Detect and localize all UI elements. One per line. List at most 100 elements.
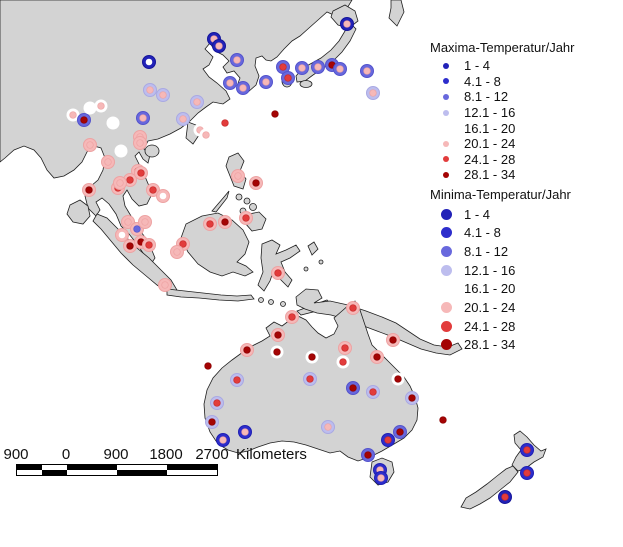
station-dot[interactable] [311, 60, 325, 74]
station-dot[interactable] [138, 215, 152, 229]
station-dot[interactable] [386, 333, 400, 347]
maxima-dot [308, 353, 316, 361]
station-dot[interactable] [230, 53, 244, 67]
maxima-dot [208, 418, 216, 426]
station-dot[interactable] [259, 75, 273, 89]
station-dot[interactable] [305, 350, 319, 364]
station-dot[interactable] [210, 396, 224, 410]
station-dot[interactable] [223, 76, 237, 90]
station-dot[interactable] [340, 17, 354, 31]
station-dot[interactable] [156, 189, 170, 203]
station-dot[interactable] [218, 116, 232, 130]
maxima-dot [213, 399, 221, 407]
station-dot[interactable] [346, 381, 360, 395]
legend-dot-icon [440, 227, 452, 239]
station-dot[interactable] [366, 86, 380, 100]
station-dot[interactable] [346, 301, 360, 315]
station-dot[interactable] [360, 64, 374, 78]
station-dot[interactable] [249, 176, 263, 190]
station-dot[interactable] [230, 373, 244, 387]
legend-dot-cell [428, 125, 464, 132]
station-dot[interactable] [333, 62, 347, 76]
station-dot[interactable] [271, 266, 285, 280]
station-dot[interactable] [336, 355, 350, 369]
station-dot[interactable] [170, 245, 184, 259]
station-dot[interactable] [143, 83, 157, 97]
station-dot[interactable] [115, 228, 129, 242]
station-dot[interactable] [281, 71, 295, 85]
legend-minima-rows: 1 - 4 4.1 - 8 8.1 - 12 12.1 - 16 16.1 - 20 20… [428, 205, 623, 355]
station-dot[interactable] [236, 81, 250, 95]
station-dot[interactable] [82, 183, 96, 197]
station-dot[interactable] [405, 391, 419, 405]
station-dot[interactable] [393, 425, 407, 439]
station-dot[interactable] [114, 144, 128, 158]
station-dot[interactable] [142, 55, 156, 69]
station-dot[interactable] [391, 372, 405, 386]
maxima-dot [324, 423, 332, 431]
station-dot[interactable] [270, 345, 284, 359]
station-dot[interactable] [381, 433, 395, 447]
station-dot[interactable] [374, 471, 388, 485]
station-dot[interactable] [216, 433, 230, 447]
station-dot[interactable] [190, 95, 204, 109]
station-dot[interactable] [231, 169, 245, 183]
maxima-dot [133, 225, 141, 233]
station-dot[interactable] [101, 155, 115, 169]
station-dot[interactable] [240, 343, 254, 357]
station-dot[interactable] [295, 61, 309, 75]
maxima-dot [80, 116, 88, 124]
maxima-dot [219, 436, 227, 444]
station-dot[interactable] [83, 101, 97, 115]
legend-dot-icon [443, 109, 449, 116]
maxima-dot [109, 119, 117, 127]
station-dot[interactable] [66, 108, 80, 122]
station-dot[interactable] [203, 217, 217, 231]
legend-dot-cell [428, 320, 464, 332]
station-dot[interactable] [498, 490, 512, 504]
station-dot[interactable] [239, 211, 253, 225]
maxima-dot [126, 176, 134, 184]
station-dot[interactable] [201, 359, 215, 373]
station-dot[interactable] [133, 136, 147, 150]
legend-item-label: 8.1 - 12 [464, 89, 509, 105]
legend-dot-cell [428, 302, 464, 314]
station-dot[interactable] [366, 385, 380, 399]
station-dot[interactable] [361, 448, 375, 462]
station-dot[interactable] [285, 310, 299, 324]
station-dot[interactable] [238, 425, 252, 439]
station-dot[interactable] [303, 372, 317, 386]
station-dot[interactable] [136, 111, 150, 125]
station-dot[interactable] [106, 116, 120, 130]
station-dot[interactable] [268, 107, 282, 121]
maxima-dot [233, 56, 241, 64]
maxima-dot [234, 172, 242, 180]
station-dot[interactable] [142, 238, 156, 252]
station-dot[interactable] [158, 278, 172, 292]
station-dot[interactable] [370, 350, 384, 364]
maxima-dot [262, 78, 270, 86]
station-dot[interactable] [113, 176, 127, 190]
station-dot[interactable] [218, 215, 232, 229]
station-dot[interactable] [321, 420, 335, 434]
station-dot[interactable] [212, 39, 226, 53]
landmass-sakhalin [388, 0, 405, 27]
station-dot[interactable] [156, 88, 170, 102]
maxima-dot [343, 20, 351, 28]
station-dot[interactable] [134, 166, 148, 180]
station-dot[interactable] [83, 138, 97, 152]
station-dot[interactable] [520, 466, 534, 480]
station-dot[interactable] [436, 413, 450, 427]
station-dot[interactable] [338, 341, 352, 355]
station-dot[interactable] [520, 443, 534, 457]
station-dot[interactable] [94, 99, 108, 113]
station-dot[interactable] [77, 113, 91, 127]
station-dot[interactable] [176, 112, 190, 126]
station-dot[interactable] [199, 128, 213, 142]
station-dot[interactable] [271, 328, 285, 342]
maxima-dot [274, 331, 282, 339]
landmass-moluccas-2 [303, 266, 309, 272]
station-dot[interactable] [205, 415, 219, 429]
maxima-dot [215, 42, 223, 50]
